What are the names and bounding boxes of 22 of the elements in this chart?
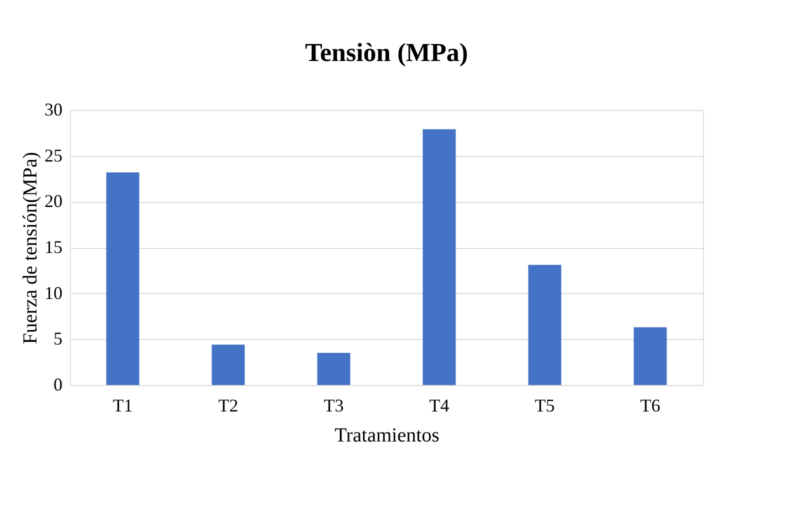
bar (634, 327, 667, 385)
x-tick-label: T3 (324, 396, 344, 416)
x-tick-label: T2 (218, 396, 238, 416)
x-tick-label: T1 (112, 396, 133, 416)
bar (528, 264, 562, 385)
chart-title: Tensiòn (MPa) (305, 38, 468, 67)
y-tick-label: 15 (44, 237, 62, 257)
bar (422, 129, 456, 385)
bar (317, 352, 350, 385)
x-tick-label: T6 (640, 396, 660, 416)
y-tick-label: 25 (44, 145, 62, 166)
y-tick-label: 30 (44, 100, 62, 120)
bar (212, 344, 245, 385)
y-tick-label: 5 (54, 328, 62, 349)
y-tick-label: 0 (54, 374, 62, 394)
x-tick-label: T4 (429, 396, 450, 416)
y-tick-label: 10 (44, 282, 62, 303)
y-axis-title: Fuerza de tensión(MPa) (20, 152, 42, 344)
bar (106, 172, 140, 385)
x-tick-label: T5 (534, 396, 555, 416)
y-tick-label: 20 (44, 191, 62, 212)
x-axis-title: Tratamientos (334, 424, 440, 446)
